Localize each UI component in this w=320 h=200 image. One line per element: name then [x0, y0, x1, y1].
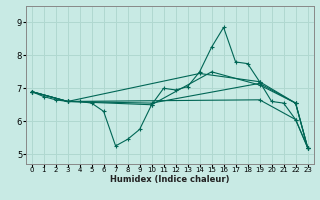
X-axis label: Humidex (Indice chaleur): Humidex (Indice chaleur) — [110, 175, 229, 184]
